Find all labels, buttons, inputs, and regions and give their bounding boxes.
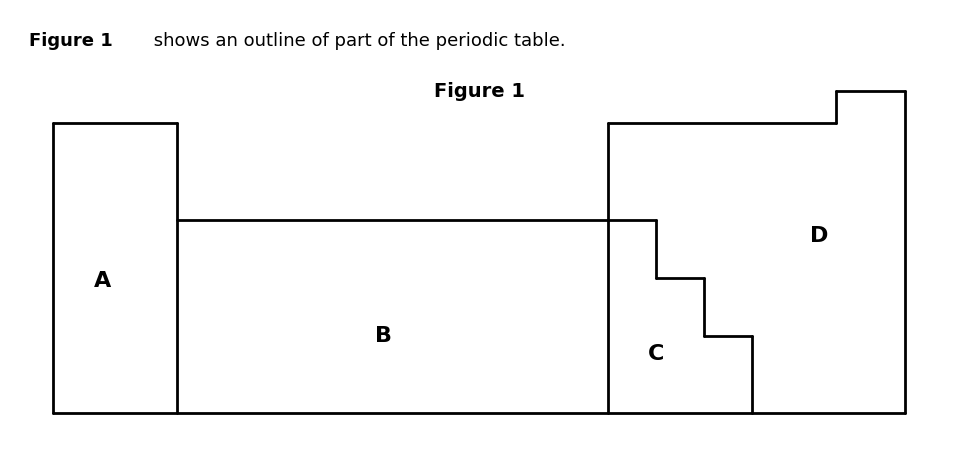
- Text: C: C: [648, 344, 665, 364]
- Text: A: A: [94, 271, 111, 291]
- Text: shows an outline of part of the periodic table.: shows an outline of part of the periodic…: [148, 32, 566, 50]
- Text: Figure 1: Figure 1: [434, 82, 524, 101]
- Text: B: B: [375, 326, 392, 346]
- Text: D: D: [810, 226, 829, 246]
- Text: Figure 1: Figure 1: [29, 32, 112, 50]
